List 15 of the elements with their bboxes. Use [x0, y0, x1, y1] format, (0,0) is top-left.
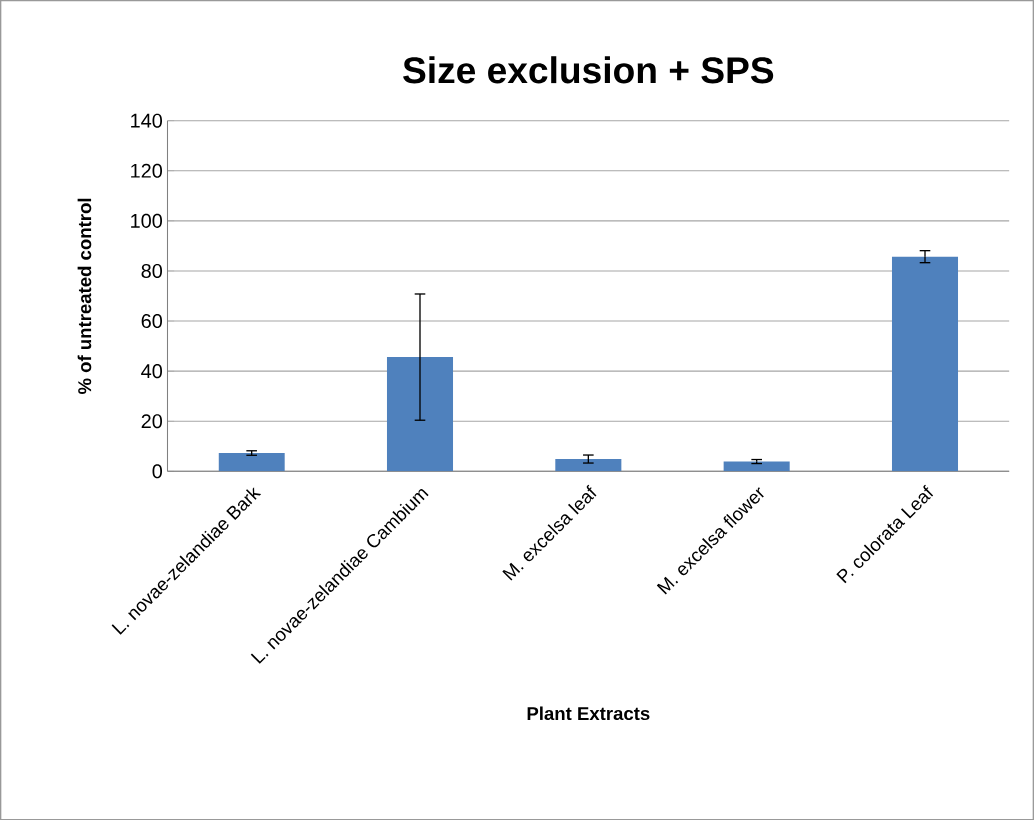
y-tick-label: 60	[141, 313, 163, 328]
y-tick-label: 40	[141, 363, 163, 378]
y-tick-label: 140	[131, 113, 163, 128]
y-tick-label: 80	[141, 263, 163, 278]
bar	[555, 458, 622, 472]
chart-title: Size exclusion + SPS	[403, 56, 774, 84]
y-tick-label: 0	[152, 464, 163, 479]
y-tick-label: 120	[131, 163, 163, 178]
bar	[218, 452, 285, 472]
bar	[891, 256, 959, 472]
bar	[723, 461, 790, 472]
x-axis-title: Plant Extracts	[527, 706, 650, 720]
y-tick-label: 20	[141, 414, 163, 429]
y-tick-label: 100	[131, 213, 163, 228]
y-axis-title: % of untreated control	[77, 198, 92, 394]
